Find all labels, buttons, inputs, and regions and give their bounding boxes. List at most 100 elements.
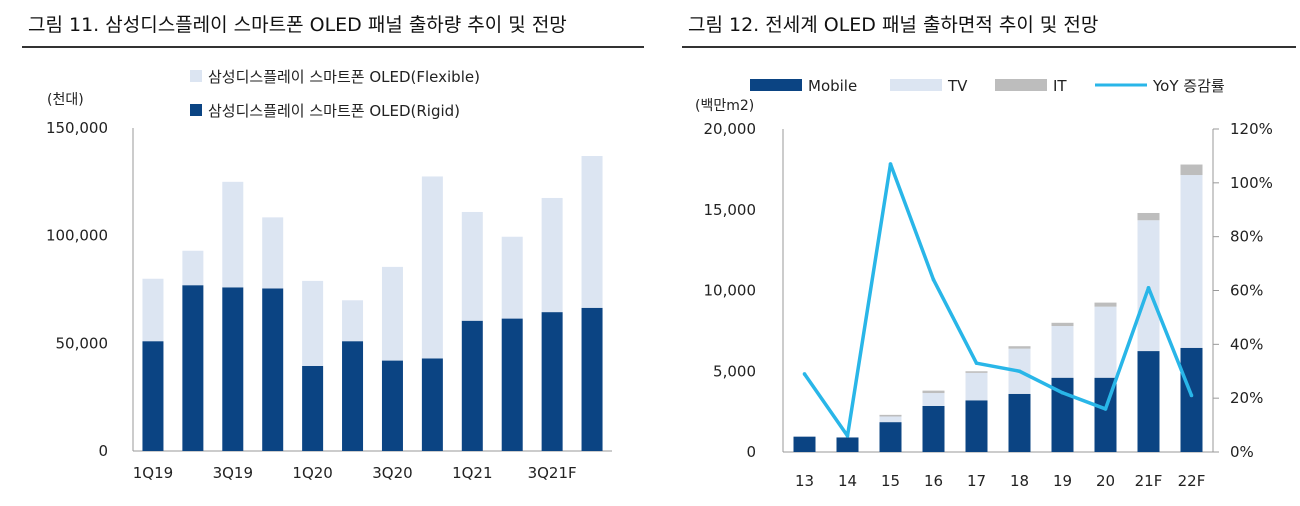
y-axis-unit-label: (천대) xyxy=(47,92,84,108)
x-tick-label: 21F xyxy=(1135,472,1163,490)
y2-tick-label: 40% xyxy=(1230,335,1263,353)
y2-tick-label: 100% xyxy=(1230,174,1273,192)
yoy-point xyxy=(1060,390,1065,395)
bar-flexible xyxy=(581,155,603,308)
x-tick-label: 1Q19 xyxy=(133,464,173,482)
bar-mobile xyxy=(1008,393,1031,452)
legend-swatch xyxy=(190,70,202,82)
figure-11-title: 그림 11. 삼성디스플레이 스마트폰 OLED 패널 출하량 추이 및 전망 xyxy=(28,14,567,36)
y-tick-label: 50,000 xyxy=(56,334,109,352)
legend-label: 삼성디스플레이 스마트폰 OLED(Flexible) xyxy=(208,68,480,86)
bar-rigid xyxy=(501,318,523,451)
bar-flexible xyxy=(421,176,443,359)
bar-tv xyxy=(1137,220,1160,352)
bar-it xyxy=(1008,346,1031,349)
bar-flexible xyxy=(342,300,364,342)
y-tick-label: 15,000 xyxy=(704,201,757,219)
y-tick-label: 100,000 xyxy=(46,227,108,245)
legend-swatch xyxy=(750,79,802,91)
y-tick-label: 20,000 xyxy=(704,120,757,138)
y2-tick-label: 20% xyxy=(1230,389,1263,407)
bar-it xyxy=(1051,322,1074,327)
x-tick-label: 13 xyxy=(795,472,814,490)
yoy-point xyxy=(845,434,850,438)
bar-rigid xyxy=(541,312,563,451)
bar-mobile xyxy=(793,436,816,452)
bar-it xyxy=(1180,164,1203,176)
x-tick-label: 16 xyxy=(924,472,943,490)
bar-mobile xyxy=(1137,351,1160,452)
bar-mobile xyxy=(1180,347,1203,452)
bar-flexible xyxy=(302,280,324,366)
x-tick-label: 1Q20 xyxy=(292,464,332,482)
legend-label: YoY 증감률 xyxy=(1152,77,1225,95)
figure-12-title: 그림 12. 전세계 OLED 패널 출하면적 추이 및 전망 xyxy=(688,14,1099,36)
y-axis-unit-label: (백만m2) xyxy=(695,98,754,114)
legend-swatch xyxy=(890,79,942,91)
bar-rigid xyxy=(302,365,324,451)
bar-rigid xyxy=(222,287,244,451)
yoy-point xyxy=(974,361,979,365)
legend-label: 삼성디스플레이 스마트폰 OLED(Rigid) xyxy=(208,102,460,120)
yoy-point xyxy=(931,277,936,282)
yoy-point xyxy=(1146,286,1151,290)
y-tick-label: 5,000 xyxy=(713,362,756,380)
x-tick-label: 1Q21 xyxy=(452,464,492,482)
bar-flexible xyxy=(182,250,204,286)
bar-rigid xyxy=(421,358,443,451)
x-tick-label: 22F xyxy=(1178,472,1206,490)
figure-12-chart: (백만m2) 0 5,000 10,000 15,000 20,000 0% 20% 40% 60… xyxy=(695,77,1273,490)
bar-rigid xyxy=(262,288,284,451)
bar-flexible xyxy=(501,236,523,319)
bar-flexible xyxy=(461,211,483,321)
figure-11-title-rule xyxy=(22,46,644,48)
bar-flexible xyxy=(381,266,403,361)
legend-label: IT xyxy=(1053,77,1067,95)
bar-rigid xyxy=(182,285,204,451)
y2-tick-label: 60% xyxy=(1230,282,1263,300)
figure-11-chart: (천대) 0 50,000 100,000 150,000 1Q19 3Q19 1Q20 3Q2… xyxy=(46,68,612,482)
bar-flexible xyxy=(142,278,164,342)
yoy-point xyxy=(1103,407,1108,411)
bar-rigid xyxy=(142,341,164,451)
y2-tick-label: 0% xyxy=(1230,443,1254,461)
bar-mobile xyxy=(836,437,859,452)
yoy-point xyxy=(1189,393,1194,398)
figure-12: 그림 12. 전세계 OLED 패널 출하면적 추이 및 전망 (백만m2) 0 5… xyxy=(650,0,1300,506)
yoy-point xyxy=(802,372,807,376)
x-tick-label: 17 xyxy=(967,472,986,490)
y2-tick-label: 80% xyxy=(1230,228,1263,246)
bar-tv xyxy=(1180,175,1203,348)
x-tick-label: 19 xyxy=(1053,472,1072,490)
legend-swatch xyxy=(190,104,202,116)
bar-it xyxy=(1137,212,1160,221)
bar-flexible xyxy=(262,217,284,289)
x-tick-label: 15 xyxy=(881,472,900,490)
yoy-point xyxy=(888,162,893,166)
bar-rigid xyxy=(342,341,364,451)
figure-12-title-rule xyxy=(682,46,1296,48)
y2-tick-label: 120% xyxy=(1230,120,1273,138)
bar-rigid xyxy=(381,360,403,451)
bar-mobile xyxy=(922,405,945,452)
bar-flexible xyxy=(541,197,563,313)
bar-it xyxy=(879,414,902,417)
bar-rigid xyxy=(461,320,483,451)
y-tick-label: 0 xyxy=(746,443,756,461)
bar-mobile xyxy=(965,400,988,452)
x-tick-label: 18 xyxy=(1010,472,1029,490)
yoy-line xyxy=(803,162,1194,438)
legend-label: TV xyxy=(947,77,968,95)
bar-tv xyxy=(1094,306,1117,378)
bar-tv xyxy=(922,393,945,406)
bar-rigid xyxy=(581,307,603,451)
y-tick-label: 0 xyxy=(98,442,108,460)
yoy-point xyxy=(1017,369,1022,374)
x-tick-label: 3Q20 xyxy=(372,464,412,482)
bar-tv xyxy=(965,372,988,401)
bar-mobile xyxy=(879,422,902,452)
bar-it xyxy=(922,390,945,394)
bar-it xyxy=(1094,302,1117,307)
bar-tv xyxy=(879,416,902,423)
y-tick-label: 10,000 xyxy=(704,282,757,300)
